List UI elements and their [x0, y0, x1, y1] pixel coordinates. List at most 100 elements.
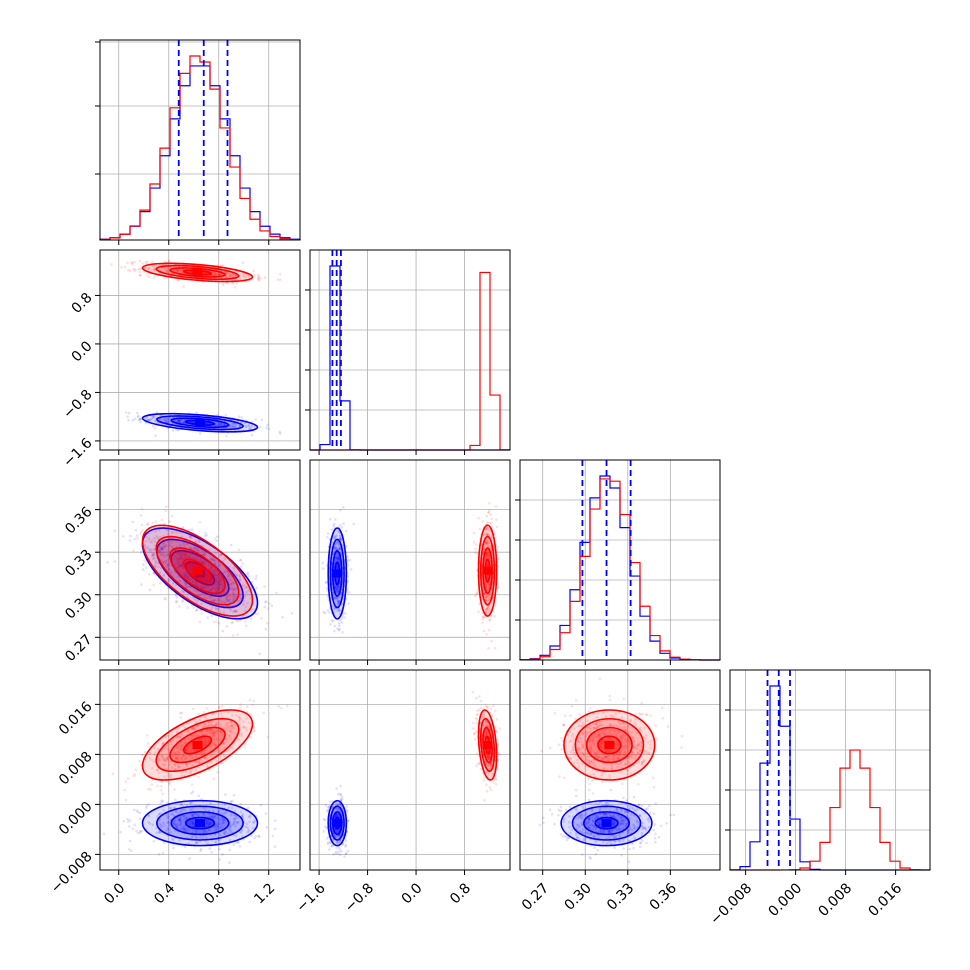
run_b-sample-point — [177, 566, 180, 569]
run_a-sample-point — [335, 589, 339, 592]
run_b-sample-point — [485, 551, 489, 555]
run_a-sample-point — [238, 596, 242, 599]
run_b-sample-point — [217, 579, 220, 583]
run_b-sample-point — [204, 742, 207, 746]
run_a-sample-point — [212, 816, 215, 820]
run_b-sample-point — [233, 286, 237, 289]
run_b-sample-point — [188, 575, 191, 578]
run_a-sample-point — [234, 841, 238, 844]
run_b-sample-point — [204, 574, 207, 578]
run_b-sample-point — [202, 585, 206, 589]
run_b-sample-point — [138, 270, 142, 274]
run_a-sample-point — [167, 821, 170, 824]
run_a-sample-point — [327, 805, 331, 808]
run_b-sample-point — [218, 273, 221, 277]
run_b-sample-point — [472, 541, 476, 544]
run_a-sample-point — [158, 852, 161, 856]
run_a-sample-point — [210, 580, 214, 584]
run_b-sample-point — [243, 746, 247, 749]
run_b-sample-point — [260, 616, 263, 620]
run_b-sample-point — [165, 269, 169, 272]
run_b-sample-point — [161, 754, 164, 758]
run_b-sample-point — [205, 724, 208, 727]
run_a-sample-point — [211, 586, 215, 590]
run_a-sample-point — [180, 563, 184, 567]
run_a-sample-point — [337, 608, 341, 612]
run_b-sample-point — [252, 608, 256, 611]
run_b-sample-point — [195, 539, 198, 543]
run_a-sample-point — [196, 584, 200, 587]
run_a-sample-point — [245, 424, 248, 428]
run_b-sample-point — [162, 763, 165, 767]
run_a-sample-point — [186, 577, 189, 581]
run_a-sample-point — [233, 809, 237, 812]
run_a-sample-point — [174, 822, 177, 826]
run_b-sample-point — [199, 751, 203, 755]
run_a-sample-point — [255, 574, 258, 578]
run_b-sample-point — [242, 599, 246, 603]
run_a-sample-point — [335, 591, 339, 594]
run_b-sample-point — [215, 759, 218, 763]
run_a-sample-point — [183, 845, 187, 849]
run_b-sample-point — [168, 266, 171, 269]
run_b-sample-point — [212, 731, 216, 735]
run_b-sample-point — [212, 777, 216, 781]
run_a-sample-point — [178, 839, 181, 842]
run_b-sample-point — [495, 730, 499, 733]
run_a-sample-point — [240, 416, 244, 419]
run_a-sample-point — [217, 810, 220, 813]
run_a-sample-point — [254, 418, 257, 421]
run_a-sample-point — [248, 820, 251, 824]
run_a-sample-point — [239, 424, 242, 427]
run_b-sample-point — [254, 612, 258, 616]
run_b-sample-point — [488, 556, 491, 560]
run_a-sample-point — [225, 570, 229, 573]
run_a-sample-point — [163, 418, 166, 421]
run_a-sample-point — [216, 823, 219, 827]
run_a-sample-point — [159, 812, 162, 815]
run_a-sample-point — [181, 421, 185, 425]
run_a-sample-point — [242, 603, 245, 606]
run_a-sample-point — [213, 814, 217, 817]
run_b-sample-point — [163, 597, 167, 600]
run_a-sample-point — [185, 572, 189, 576]
run_b-sample-point — [165, 745, 169, 748]
run_b-sample-point — [220, 730, 223, 733]
run_b-sample-point — [145, 547, 148, 550]
run_a-sample-point — [212, 815, 216, 818]
run_a-sample-point — [208, 815, 212, 819]
run_b-sample-point — [489, 707, 493, 710]
run_b-sample-point — [191, 764, 194, 767]
run_b-sample-point — [490, 536, 493, 539]
run_b-sample-point — [131, 263, 134, 266]
run_a-sample-point — [335, 585, 339, 589]
run_b-sample-point — [485, 533, 489, 536]
run_b-sample-point — [486, 542, 490, 545]
run_b-sample-point — [216, 564, 219, 568]
run_b-sample-point — [221, 263, 225, 267]
run_a-sample-point — [151, 554, 154, 558]
run_a-sample-point — [335, 850, 338, 854]
run_a-sample-point — [209, 821, 212, 824]
run_a-sample-point — [165, 829, 168, 832]
run_a-sample-point — [174, 556, 177, 559]
run_b-sample-point — [486, 539, 490, 543]
run_b-sample-point — [485, 554, 489, 557]
run_a-sample-point — [198, 584, 201, 588]
run_b-sample-point — [191, 707, 195, 711]
run_b-sample-point — [183, 553, 186, 556]
run_a-sample-point — [253, 819, 257, 822]
run_a-sample-point — [188, 562, 191, 566]
run_b-sample-point — [489, 614, 493, 618]
run_b-sample-point — [167, 734, 171, 738]
run_a-sample-point — [252, 821, 256, 824]
run_a-sample-point — [341, 631, 344, 634]
run_a-density-peak — [195, 819, 205, 828]
run_b-sample-point — [483, 547, 486, 551]
run_a-sample-point — [204, 531, 207, 535]
run_b-sample-point — [485, 527, 489, 530]
run_b-sample-point — [165, 553, 169, 557]
run_a-sample-point — [159, 418, 162, 422]
run_b-sample-point — [222, 741, 226, 745]
run_a-sample-point — [174, 823, 178, 827]
